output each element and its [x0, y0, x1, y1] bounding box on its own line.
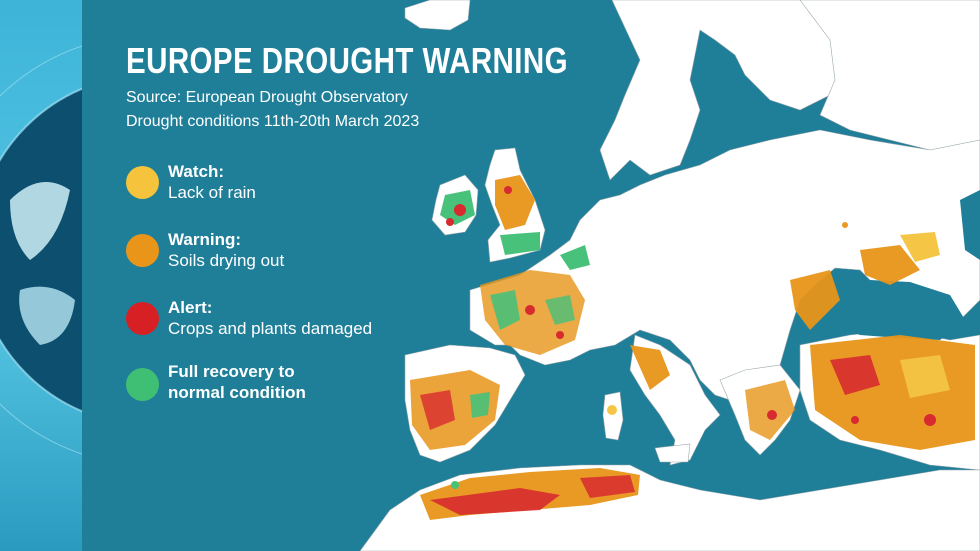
warning-color-dot	[126, 234, 159, 267]
legend-item-recovery: Full recovery to normal condition	[126, 362, 446, 412]
black-sea	[830, 280, 965, 340]
source-line: Source: European Drought Observatory	[126, 89, 408, 106]
broadcast-globe-strip	[0, 0, 82, 551]
landmass-continent	[469, 129, 980, 416]
legend-label: Warning:	[168, 230, 242, 249]
recovery-color-dot	[126, 368, 159, 401]
legend-item-alert: Alert: Crops and plants damaged	[126, 298, 446, 348]
legend-label: Full recovery to	[168, 362, 295, 381]
landmass-iceland	[404, 0, 471, 31]
watch-color-dot	[126, 166, 159, 199]
caspian-sea	[960, 190, 980, 260]
landmass-sicily	[654, 443, 691, 463]
legend-item-watch: Watch: Lack of rain	[126, 162, 446, 212]
globe-graphic	[0, 45, 82, 455]
legend-description: Crops and plants damaged	[168, 319, 373, 338]
map-title: EUROPE DROUGHT WARNING	[126, 40, 568, 81]
drought-overlay	[410, 175, 975, 520]
period-line: Drought conditions 11th-20th March 2023	[126, 113, 420, 130]
legend-description: Soils drying out	[168, 251, 285, 270]
landmass-sardinia	[602, 391, 624, 441]
legend-description: Lack of rain	[168, 183, 256, 202]
legend-description: normal condition	[168, 383, 306, 402]
legend-label: Alert:	[168, 298, 213, 317]
legend-label: Watch:	[168, 162, 225, 181]
legend-item-warning: Warning: Soils drying out	[126, 230, 446, 280]
alert-color-dot	[126, 302, 159, 335]
landmass-northeast	[799, 0, 980, 151]
